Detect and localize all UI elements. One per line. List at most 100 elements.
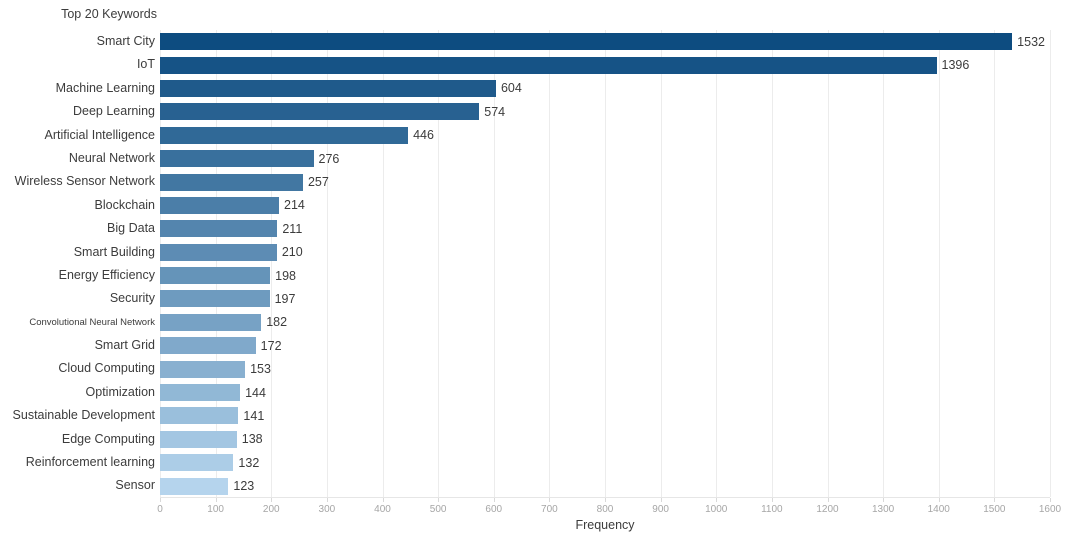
gridline <box>883 30 885 497</box>
x-tick-mark <box>938 498 940 502</box>
gridline <box>716 30 718 497</box>
x-axis: 0 100 200 300 400 500 600 700 800 900 1000 1100 1200… <box>157 498 1061 518</box>
x-tick-mark <box>215 498 217 502</box>
bar <box>160 290 270 308</box>
x-tick-mark <box>493 498 495 502</box>
x-tick-mark <box>827 498 829 502</box>
bar-row: 1532 <box>160 30 1050 53</box>
category-label: Wireless Sensor Network <box>14 174 155 189</box>
x-tick-mark <box>771 498 773 502</box>
bar <box>160 454 234 472</box>
bar-value-label: 132 <box>238 455 260 470</box>
chart-title: Top 20 Keywords <box>61 7 157 21</box>
x-tick-mark <box>883 498 885 502</box>
x-tick-mark <box>326 498 328 502</box>
x-tick-label: 1500 <box>983 504 1006 515</box>
gridline <box>160 30 161 497</box>
bar-value-label: 123 <box>233 479 255 494</box>
x-tick-label: 1100 <box>761 504 783 515</box>
x-tick-label: 1200 <box>816 504 839 515</box>
gridline <box>771 30 773 497</box>
gridline <box>827 30 829 497</box>
gridline <box>271 30 273 497</box>
bar-value-label: 446 <box>413 128 434 143</box>
bar-value-label: 1532 <box>1017 34 1045 49</box>
category-label: Neural Network <box>68 150 155 165</box>
x-tick-mark <box>716 498 718 502</box>
bar <box>160 384 241 402</box>
bar-row: 123 <box>160 474 1050 497</box>
category-label: Blockchain <box>94 197 155 212</box>
bar <box>160 313 262 331</box>
category-label: IoT <box>136 57 155 72</box>
category-label: Big Data <box>107 221 155 236</box>
gridline <box>493 30 495 497</box>
bar-value-label: 214 <box>284 198 305 213</box>
x-tick-label: 500 <box>429 504 447 515</box>
bar <box>160 33 1013 51</box>
x-tick-label: 600 <box>485 504 503 515</box>
bar-value-label: 604 <box>500 81 522 96</box>
category-label: Energy Efficiency <box>58 267 155 282</box>
bar-row: 144 <box>160 381 1050 404</box>
x-tick-label: 1400 <box>927 504 950 515</box>
category-label: Cloud Computing <box>58 361 155 376</box>
bar-row: 276 <box>160 147 1050 170</box>
bar-value-label: 138 <box>241 432 263 447</box>
gridline <box>605 30 606 497</box>
bar-value-label: 1396 <box>941 58 970 73</box>
bar <box>160 103 480 121</box>
bar-row: 210 <box>160 241 1050 264</box>
x-tick-mark <box>271 498 273 502</box>
bar-value-label: 182 <box>266 315 288 330</box>
bar-row: 257 <box>160 170 1050 193</box>
gridline <box>438 30 440 497</box>
bar <box>160 220 278 238</box>
bar-row: 574 <box>160 100 1050 123</box>
bar-value-label: 172 <box>260 338 282 353</box>
plot-area: 1532 1396 604 574 446 276 257 214 211 210 198 197 18… <box>160 30 1051 498</box>
bar-row: 138 <box>160 428 1050 451</box>
category-label: Sensor <box>115 478 155 493</box>
x-tick-mark <box>549 498 551 502</box>
gridline <box>994 30 996 497</box>
x-tick-mark <box>994 498 996 502</box>
bar-value-label: 276 <box>318 151 340 166</box>
bar-row: 197 <box>160 287 1050 310</box>
bar <box>160 126 409 144</box>
bar-row: 214 <box>160 194 1050 217</box>
bar-row: 132 <box>160 451 1050 474</box>
category-label: Reinforcement learning <box>25 455 155 470</box>
gridline <box>215 30 217 497</box>
x-tick-mark <box>438 498 440 502</box>
category-label: Machine Learning <box>55 80 155 95</box>
bar <box>160 196 280 214</box>
x-tick-label: 1000 <box>705 504 728 515</box>
x-tick-label: 1600 <box>1038 504 1062 515</box>
x-tick-label: 0 <box>157 504 163 515</box>
bar <box>160 267 271 285</box>
bar <box>160 79 496 97</box>
x-axis-title: Frequency <box>575 518 635 532</box>
bar <box>160 150 314 168</box>
category-label: Optimization <box>85 384 155 399</box>
gridline <box>660 30 662 497</box>
bar-value-label: 153 <box>250 362 271 377</box>
category-label: Edge Computing <box>61 431 155 446</box>
x-tick-label: 300 <box>318 504 336 515</box>
gridline <box>326 30 328 497</box>
bar-row: 604 <box>160 77 1050 100</box>
x-tick-mark <box>382 498 384 502</box>
x-tick-mark <box>160 498 161 502</box>
category-label: Deep Learning <box>72 104 155 119</box>
x-tick-mark <box>1050 498 1051 502</box>
bar-value-label: 141 <box>243 408 265 423</box>
category-label: Smart Building <box>73 244 155 259</box>
x-tick-label: 1300 <box>872 504 895 515</box>
bar-row: 446 <box>160 124 1050 147</box>
x-tick-label: 100 <box>207 504 224 515</box>
x-tick-label: 400 <box>374 504 391 515</box>
bar-value-label: 257 <box>307 175 329 190</box>
bar <box>160 243 277 261</box>
x-tick-mark <box>605 498 606 502</box>
